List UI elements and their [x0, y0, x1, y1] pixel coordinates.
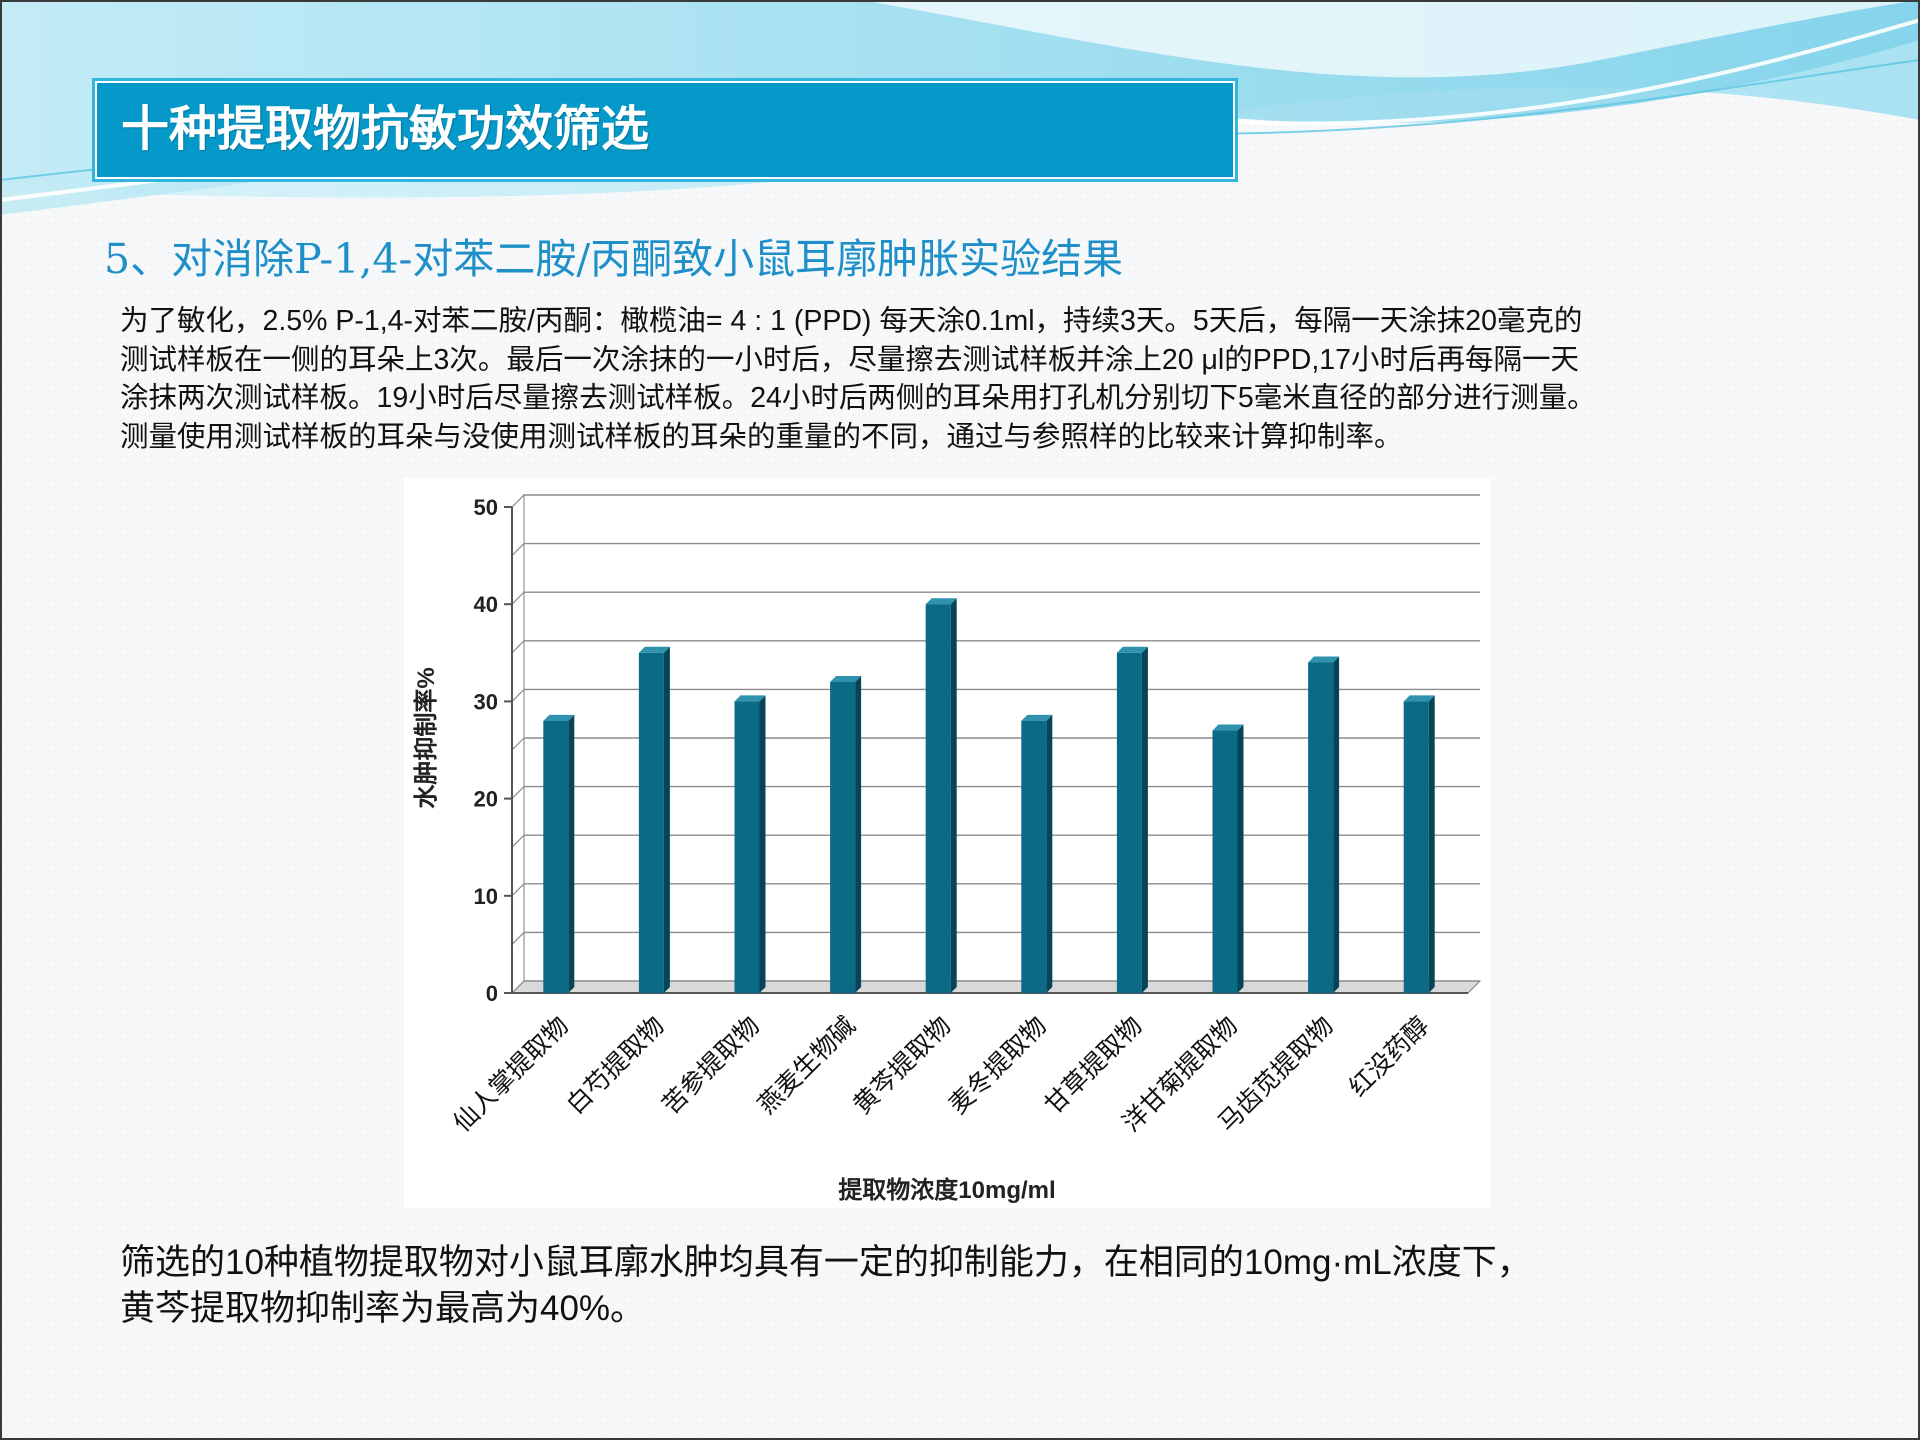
bar-chart: 0 10 20 30 40 50 仙人掌提取物白芍提取物苦参提取物燕麦生物碱黄芩提取物麦冬提… — [412, 493, 1482, 1204]
bar — [1021, 720, 1047, 993]
y-tick-label: 50 — [474, 495, 498, 520]
description-line: 测量使用测试样板的耳朵与没使用测试样板的耳朵的重量的不同，通过与参照样的比较来计… — [120, 420, 1403, 453]
bar-top — [830, 675, 862, 682]
bar-top — [1021, 714, 1053, 721]
y-tick-label: 30 — [474, 689, 498, 714]
gridline-depth — [511, 494, 525, 508]
bar — [1403, 701, 1429, 993]
bar-side — [1333, 656, 1340, 993]
bar-side — [855, 675, 862, 993]
conclusion-text: 筛选的10种植物提取物对小鼠耳廓水肿均具有一定的抑制能力，在相同的10mg·mL… — [120, 1240, 1820, 1332]
bar-side — [568, 714, 575, 993]
y-tick-label: 0 — [486, 981, 498, 1006]
gridline-depth — [511, 834, 525, 848]
bar-top — [734, 695, 766, 702]
y-tick-label: 20 — [474, 787, 498, 812]
bar-top — [1116, 646, 1148, 653]
bar-side — [1428, 695, 1435, 993]
bar — [543, 720, 569, 993]
y-axis-title: 水肿抑制率% — [412, 667, 440, 808]
slide-title: 十种提取物抗敏功效筛选 — [121, 101, 650, 157]
bar — [925, 604, 951, 993]
gridline-depth — [511, 688, 525, 702]
y-tick-label: 10 — [474, 884, 498, 909]
bar — [1116, 652, 1142, 993]
bar-top — [1403, 695, 1435, 702]
bar-top — [543, 714, 575, 721]
bar-side — [1237, 724, 1244, 993]
bar-top — [1212, 724, 1244, 731]
title-bar: 十种提取物抗敏功效筛选 — [92, 78, 1238, 182]
y-tick-label: 40 — [474, 592, 498, 617]
x-tick-label: 黄芩提取物 — [848, 1011, 957, 1120]
bar-side — [759, 695, 766, 993]
bar-top — [925, 598, 957, 605]
bar — [830, 681, 856, 993]
gridline-depth — [511, 786, 525, 800]
gridline-depth — [511, 883, 525, 897]
x-axis-title: 提取物浓度10mg/ml — [838, 1176, 1055, 1204]
gridline-depth — [511, 591, 525, 605]
bar-top — [1308, 656, 1340, 663]
x-tick-label: 红没药醇 — [1343, 1011, 1434, 1102]
description-line: 为了敏化，2.5% P-1,4-对苯二胺/丙酮：橄榄油= 4 : 1 (PPD)… — [120, 305, 1583, 337]
gridline-depth — [511, 543, 525, 557]
x-tick-label: 白芍提取物 — [561, 1011, 670, 1120]
x-tick-label: 燕麦生物碱 — [752, 1011, 861, 1120]
section-subtitle: 5、对消除P-1,4-对苯二胺/丙酮致小鼠耳廓肿胀实验结果 — [104, 235, 1124, 283]
gridline-depth — [511, 737, 525, 751]
bar — [1308, 662, 1334, 993]
gridline-depth — [511, 640, 525, 654]
bar-side — [1046, 714, 1053, 993]
x-tick-label: 麦冬提取物 — [943, 1011, 1052, 1120]
method-description: 为了敏化，2.5% P-1,4-对苯二胺/丙酮：橄榄油= 4 : 1 (PPD)… — [120, 302, 1780, 456]
bar — [638, 652, 664, 993]
bar — [1212, 730, 1238, 993]
conclusion-line: 黄芩提取物抑制率为最高为40%。 — [120, 1289, 646, 1328]
conclusion-line: 筛选的10种植物提取物对小鼠耳廓水肿均具有一定的抑制能力，在相同的10mg·mL… — [120, 1243, 1532, 1282]
x-tick-label: 苦参提取物 — [656, 1011, 765, 1120]
gridline-depth — [511, 931, 525, 945]
description-line: 测试样板在一侧的耳朵上3次。最后一次涂抹的一小时后，尽量擦去测试样板并涂上20 … — [120, 343, 1579, 376]
bar-top — [638, 646, 670, 653]
bar — [734, 701, 760, 993]
chart-panel: 0 10 20 30 40 50 仙人掌提取物 白芍提取物 苦参提取物 燕麦生物碱 黄芩提取物 麦冬提… — [404, 478, 1490, 1208]
bar-side — [663, 646, 670, 993]
x-tick-label: 仙人掌提取物 — [447, 1011, 574, 1138]
bar-side — [1141, 646, 1148, 993]
gridline-depth — [511, 980, 525, 994]
bar-side — [950, 598, 957, 993]
description-line: 涂抹两次测试样板。19小时后尽量擦去测试样板。24小时后两侧的耳朵用打孔机分别切… — [120, 382, 1596, 414]
